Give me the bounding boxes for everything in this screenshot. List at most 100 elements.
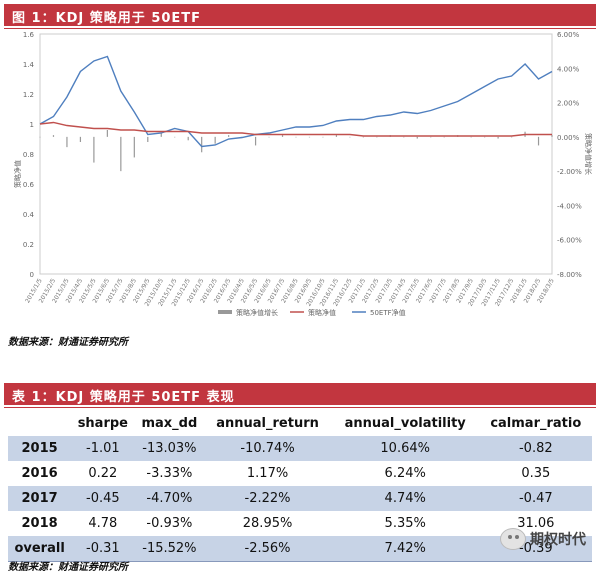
- strategy-growth-bar: [160, 133, 162, 137]
- strategy-growth-bar: [66, 136, 68, 148]
- column-header: annual_return: [216, 416, 319, 431]
- table-title: 表 1：KDJ 策略用于 50ETF 表现: [12, 390, 235, 405]
- row-label: 2015: [8, 436, 72, 461]
- strategy-growth-bar: [147, 136, 149, 142]
- strategy-growth-bar: [106, 130, 108, 137]
- table-cell: 31.06: [517, 516, 555, 531]
- row-label: 2018: [21, 516, 58, 531]
- table-cell: 10.64%: [330, 436, 480, 461]
- table-header-row: sharpe max_dd annual_return annual_volat…: [8, 411, 592, 436]
- strategy-growth-bar: [403, 136, 405, 138]
- strategy-growth-bar: [416, 136, 418, 139]
- table-cell: 5.35%: [384, 516, 426, 531]
- column-header: [8, 411, 71, 436]
- left-axis-tick-label: 0.6: [23, 181, 35, 189]
- table-cell: -13.03%: [134, 436, 205, 461]
- legend-label: 策略净值增长: [236, 308, 278, 317]
- watermark: 期权时代: [500, 528, 586, 550]
- strategy-growth-bar: [537, 136, 540, 146]
- row-label: overall: [8, 536, 72, 562]
- strategy-growth-bar: [443, 136, 445, 138]
- right-axis-tick-label: 6.00%: [557, 31, 580, 39]
- strategy-growth-bar: [470, 136, 472, 138]
- table-cell: -0.82: [479, 436, 592, 461]
- table-cell: -0.31: [71, 536, 135, 562]
- strategy-growth-bar: [551, 135, 553, 137]
- strategy-growth-bar: [308, 136, 311, 138]
- strategy-growth-bar: [39, 136, 41, 138]
- row-label: 2016: [21, 466, 58, 481]
- right-axis-tick-label: -6.00%: [557, 237, 582, 245]
- table-row: 2017 -0.45 -4.70% -2.22% 4.74% -0.47: [8, 486, 592, 511]
- row-label: 2017: [8, 486, 72, 511]
- strategy-growth-bar: [268, 136, 270, 138]
- strategy-nav-line: [39, 121, 552, 137]
- left-axis-tick-label: 1.4: [23, 61, 35, 69]
- table-cell: -0.93%: [146, 516, 193, 531]
- strategy-growth-bar: [281, 135, 284, 137]
- column-header: annual_volatility: [344, 416, 466, 431]
- plot-frame: [39, 33, 553, 275]
- strategy-growth-bar: [510, 136, 513, 138]
- table-cell: -15.52%: [134, 536, 205, 562]
- left-axis-tick-label: 0.2: [23, 241, 34, 249]
- table-row: 2018 4.78 -0.93% 28.95% 5.35% 31.06: [8, 511, 592, 536]
- strategy-growth-bar: [362, 136, 364, 138]
- watermark-text: 期权时代: [530, 532, 586, 548]
- strategy-growth-bar: [201, 136, 203, 153]
- right-axis-tick-label: 0.00%: [557, 134, 580, 142]
- table-cell: 7.42%: [330, 536, 480, 562]
- table-cell: -4.70%: [134, 486, 205, 511]
- figure-title-band: 图 1：KDJ 策略用于 50ETF: [4, 4, 596, 29]
- strategy-growth-bar: [349, 136, 351, 138]
- left-axis-tick-label: 1.6: [23, 31, 35, 39]
- strategy-growth-bar: [214, 136, 216, 144]
- left-axis-title: 策略净值: [13, 160, 22, 188]
- performance-table: sharpe max_dd annual_return annual_volat…: [8, 411, 592, 562]
- left-axis-tick-label: 0: [30, 271, 34, 279]
- table-cell: -3.33%: [146, 466, 193, 481]
- strategy-growth-bar: [52, 135, 55, 137]
- right-axis-tick-label: 2.00%: [557, 100, 580, 108]
- table-cell: -0.45: [71, 486, 135, 511]
- right-axis-tick-label: -2.00%: [557, 168, 582, 176]
- table-cell: -10.74%: [204, 436, 331, 461]
- strategy-growth-bar: [228, 135, 230, 137]
- table-cell: 0.35: [521, 466, 551, 481]
- strategy-growth-bar: [322, 136, 324, 138]
- table-row: overall -0.31 -15.52% -2.56% 7.42% -0.39: [8, 536, 592, 562]
- table-cell: -2.56%: [204, 536, 331, 562]
- etf-nav-line: [39, 55, 553, 148]
- table-cell: 28.95%: [242, 516, 293, 531]
- table-source: 数据来源：财通证券研究所: [8, 562, 128, 573]
- table-title-band: 表 1：KDJ 策略用于 50ETF 表现: [4, 383, 596, 408]
- table-cell: -2.22%: [204, 486, 331, 511]
- table-cell: 1.17%: [246, 466, 289, 481]
- strategy-growth-bar: [133, 136, 135, 158]
- strategy-growth-bar: [93, 136, 95, 163]
- table-cell: -1.01: [71, 436, 135, 461]
- column-header: max_dd: [141, 416, 198, 431]
- strategy-growth-bar: [174, 136, 176, 138]
- strategy-growth-bar: [335, 135, 338, 137]
- legend-swatch: [218, 310, 232, 314]
- column-header: calmar_ratio: [490, 416, 582, 431]
- legend-label: 50ETF净值: [370, 308, 406, 317]
- left-axis-tick-label: 1.2: [23, 91, 34, 99]
- strategy-growth-bar: [254, 136, 257, 146]
- left-axis-tick-label: 1: [30, 121, 34, 129]
- table-cell: -0.39: [479, 536, 592, 562]
- strategy-growth-bar: [376, 136, 378, 138]
- right-axis-tick-label: -4.00%: [557, 202, 582, 210]
- table-row: 2015 -1.01 -13.03% -10.74% 10.64% -0.82: [8, 436, 592, 461]
- table-title-rule: [4, 407, 596, 408]
- left-axis-tick-label: 0.8: [23, 151, 34, 159]
- kdj-50etf-chart: 0 0.2 0.4 0.6 0.8 1 1.2 1.4 1.6 -8.00% -6.00% -4.00…: [13, 31, 593, 317]
- strategy-growth-bar: [79, 136, 82, 142]
- left-axis-tick-label: 0.4: [23, 211, 35, 219]
- table-cell: 4.74%: [330, 486, 480, 511]
- table-cell: 0.22: [88, 466, 118, 481]
- strategy-growth-bar: [497, 136, 499, 139]
- strategy-growth-bar: [187, 136, 189, 141]
- strategy-growth-bar: [295, 136, 297, 138]
